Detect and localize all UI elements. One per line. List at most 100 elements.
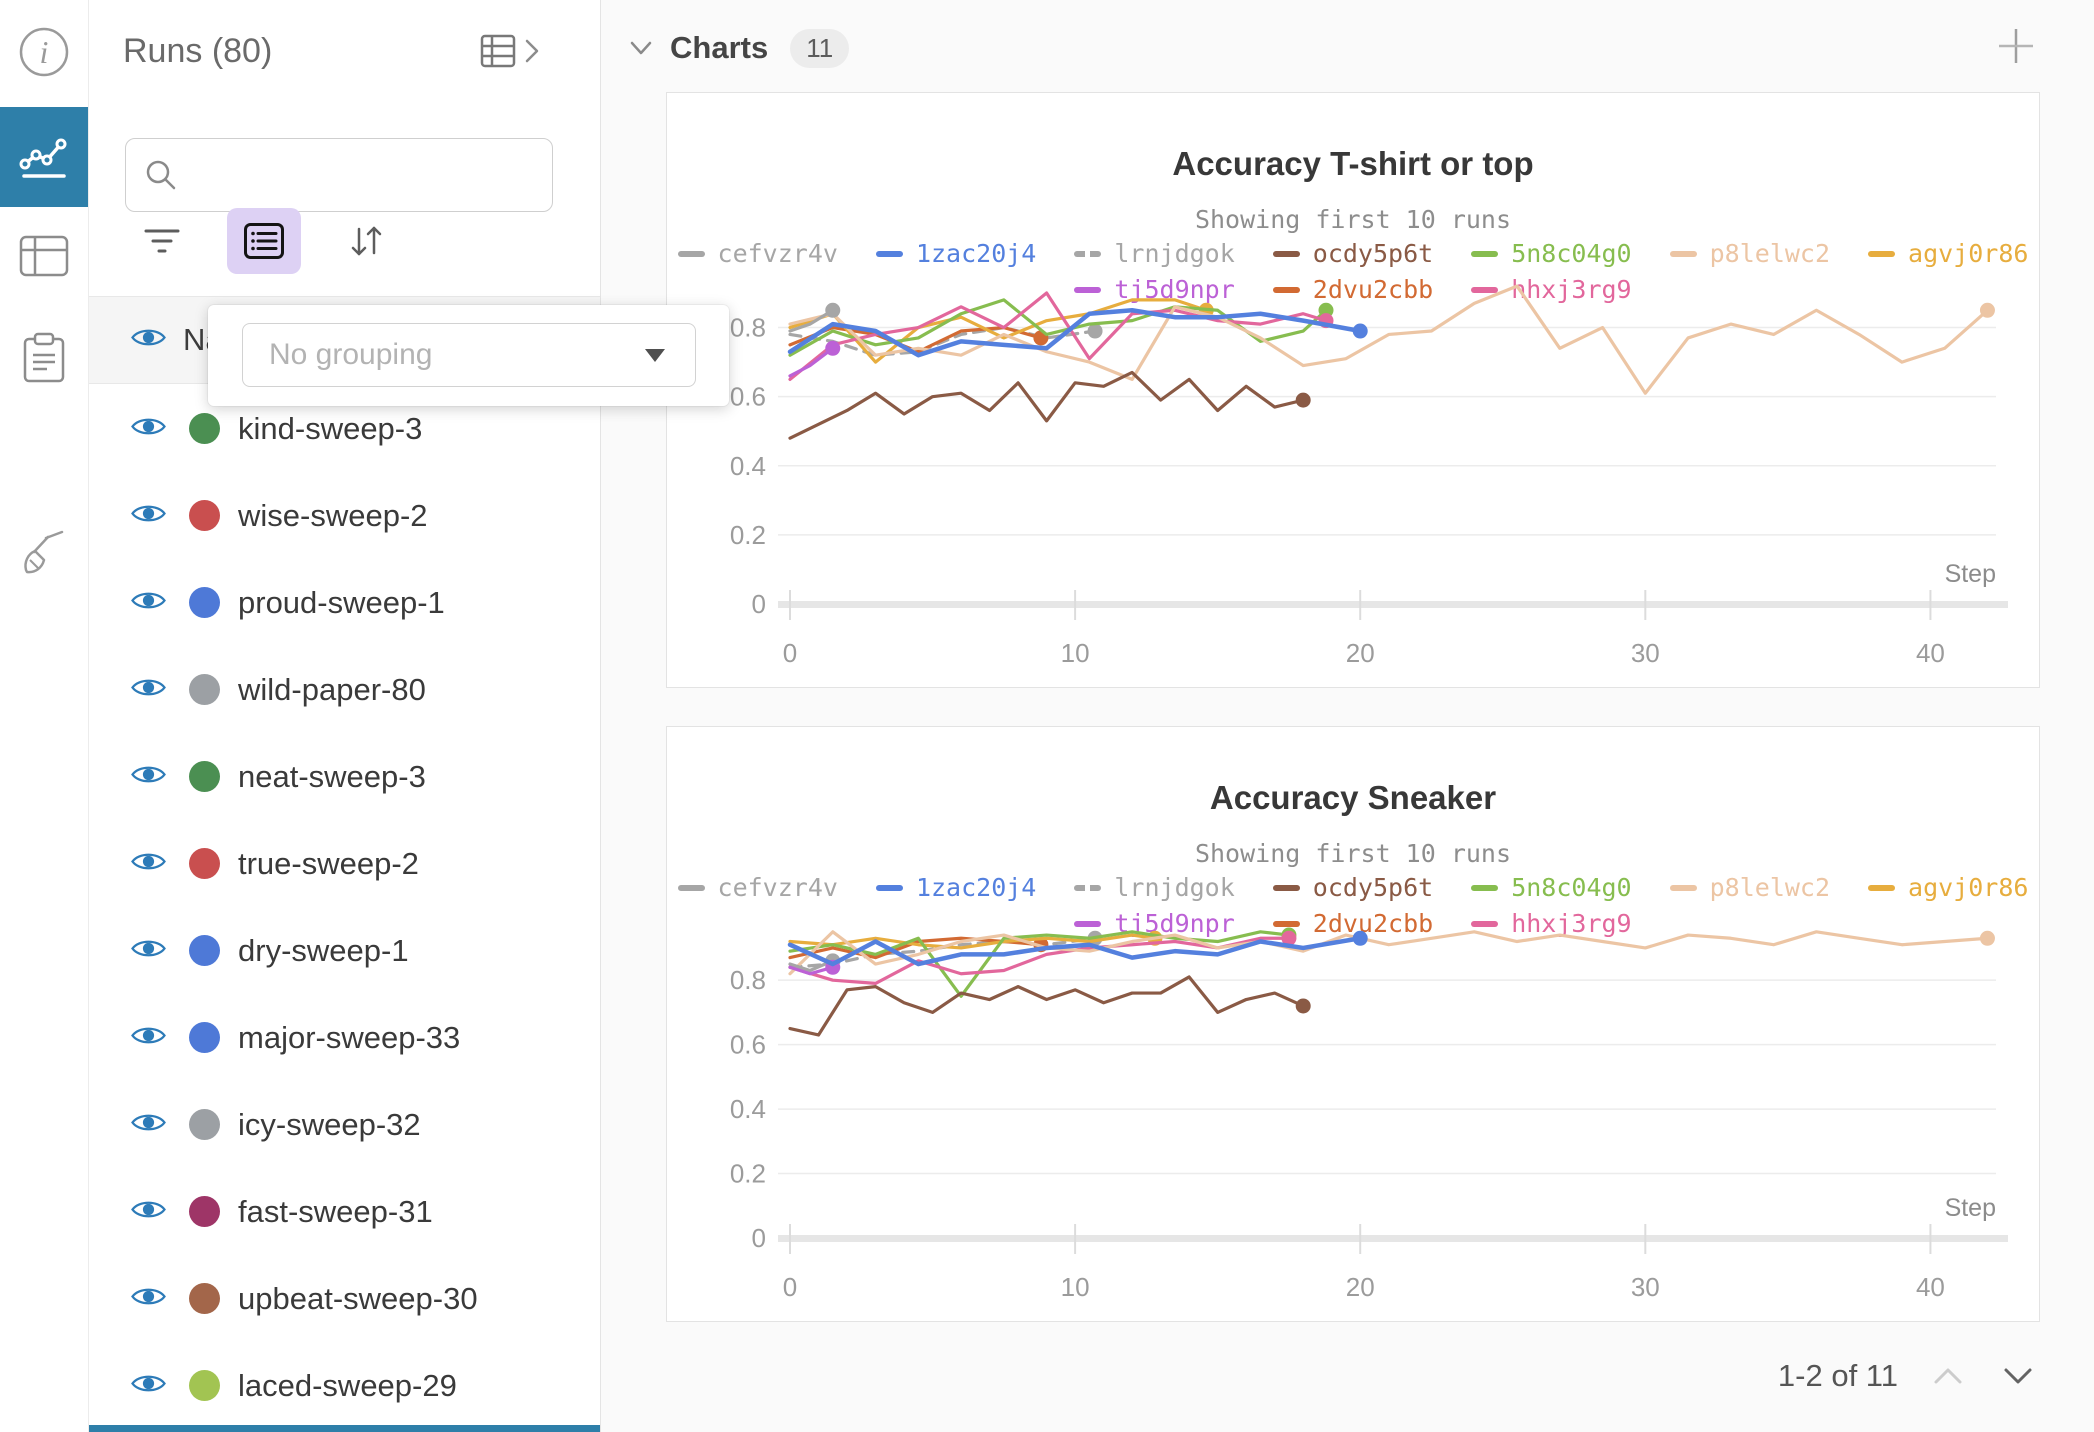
legend-item-ocdy5p6t[interactable]: ocdy5p6t <box>1272 873 1433 902</box>
visibility-toggle[interactable] <box>130 414 167 444</box>
series-endpoint-p8lelwc2 <box>1979 930 1995 946</box>
legend-item-agvj0r86[interactable]: agvj0r86 <box>1868 239 2028 268</box>
run-row-true-sweep-2[interactable]: true-sweep-2 <box>88 820 600 907</box>
legend-item-lrnjdgok[interactable]: lrnjdgok <box>1074 873 1235 902</box>
legend-item-hhxj3rg9[interactable]: hhxj3rg9 <box>1471 275 1632 304</box>
legend-item-2dvu2cbb[interactable]: 2dvu2cbb <box>1272 275 1433 304</box>
filter-button[interactable] <box>125 208 199 274</box>
legend-item-cefvzr4v[interactable]: cefvzr4v <box>677 239 838 268</box>
legend-item-5n8c04g0[interactable]: 5n8c04g0 <box>1471 873 1632 902</box>
run-name[interactable]: major-sweep-33 <box>238 1019 461 1055</box>
visibility-toggle[interactable] <box>130 501 167 531</box>
charts-section-title[interactable]: Charts <box>670 30 769 65</box>
run-search-input[interactable] <box>192 158 552 192</box>
run-name[interactable]: dry-sweep-1 <box>238 932 409 968</box>
run-name[interactable]: true-sweep-2 <box>238 845 419 881</box>
visibility-eye-icon <box>131 592 166 608</box>
legend-item-cefvzr4v[interactable]: cefvzr4v <box>677 873 838 902</box>
chart-plot-area[interactable]: 0 0.2 0.4 0.6 0.8 0 10 20 30 40 Step <box>667 727 2041 1323</box>
series-line-tj5d9npr[interactable] <box>788 346 835 378</box>
visibility-toggle[interactable] <box>130 762 167 792</box>
toggle-all-visibility-eye-icon[interactable] <box>130 325 167 355</box>
series-line-1zac20j4[interactable] <box>787 308 1363 358</box>
expand-run-table-button[interactable] <box>480 34 540 68</box>
run-row-dry-sweep-1[interactable]: dry-sweep-1 <box>88 907 600 994</box>
legend-item-2dvu2cbb[interactable]: 2dvu2cbb <box>1272 909 1433 938</box>
sidebar-scrollbar[interactable] <box>88 1425 600 1432</box>
legend-label: ocdy5p6t <box>1312 239 1434 268</box>
group-button[interactable] <box>227 208 301 274</box>
run-name[interactable]: neat-sweep-3 <box>238 758 426 794</box>
series-line-agvj0r86[interactable] <box>788 298 1208 364</box>
series-line-p8lelwc2[interactable] <box>788 930 1990 976</box>
run-row-laced-sweep-29[interactable]: laced-sweep-29 <box>88 1342 600 1424</box>
visibility-toggle[interactable] <box>130 1110 167 1140</box>
visibility-toggle[interactable] <box>130 675 167 705</box>
run-row-wild-paper-80[interactable]: wild-paper-80 <box>88 646 600 733</box>
collapse-chevron-icon[interactable] <box>626 37 656 59</box>
series-line-agvj0r86[interactable] <box>788 933 1157 950</box>
grouping-select[interactable]: No grouping <box>242 323 696 387</box>
run-name[interactable]: wise-sweep-2 <box>238 497 428 533</box>
workspace-charts-tab[interactable] <box>0 107 88 207</box>
run-row-neat-sweep-3[interactable]: neat-sweep-3 <box>88 733 600 820</box>
add-panel-button[interactable] <box>1994 24 2038 68</box>
chevron-down-icon <box>645 348 665 362</box>
chart-plot-area[interactable]: 0 0.2 0.4 0.6 0.8 0 10 20 30 40 Step <box>667 93 2041 689</box>
run-name[interactable]: wild-paper-80 <box>238 671 426 707</box>
legend-item-lrnjdgok[interactable]: lrnjdgok <box>1074 239 1235 268</box>
info-icon[interactable]: i <box>0 14 88 90</box>
series-line-5n8c04g0[interactable] <box>788 930 1291 998</box>
legend-item-p8lelwc2[interactable]: p8lelwc2 <box>1669 239 1830 268</box>
series-line-ocdy5p6t[interactable] <box>788 370 1305 440</box>
visibility-toggle[interactable] <box>130 936 167 966</box>
series-line-cefvzr4v[interactable] <box>788 308 835 333</box>
run-row-wise-sweep-2[interactable]: wise-sweep-2 <box>88 472 600 559</box>
run-name[interactable]: upbeat-sweep-30 <box>238 1280 478 1316</box>
sort-button[interactable] <box>329 208 403 274</box>
chart-panel[interactable]: Accuracy Sneaker Showing first 10 runs cef… <box>666 726 2040 1322</box>
run-search-box[interactable] <box>125 138 553 212</box>
run-name[interactable]: icy-sweep-32 <box>238 1106 421 1142</box>
run-row-fast-sweep-31[interactable]: fast-sweep-31 <box>88 1168 600 1255</box>
run-row-kind-sweep-3[interactable]: kind-sweep-3 <box>88 385 600 472</box>
run-row-icy-sweep-32[interactable]: icy-sweep-32 <box>88 1081 600 1168</box>
run-name[interactable]: fast-sweep-31 <box>238 1193 433 1229</box>
run-name[interactable]: kind-sweep-3 <box>238 410 423 446</box>
run-name[interactable]: laced-sweep-29 <box>238 1367 457 1403</box>
visibility-toggle[interactable] <box>130 1023 167 1053</box>
run-row-proud-sweep-1[interactable]: proud-sweep-1 <box>88 559 600 646</box>
previous-page-button[interactable] <box>1928 1356 1968 1396</box>
legend-label: 1zac20j4 <box>915 873 1037 902</box>
legend-item-1zac20j4[interactable]: 1zac20j4 <box>875 873 1037 902</box>
series-line-p8lelwc2[interactable] <box>788 284 1990 395</box>
legend-item-1zac20j4[interactable]: 1zac20j4 <box>875 239 1036 268</box>
notes-tab[interactable] <box>0 320 88 396</box>
series-line-1zac20j4[interactable] <box>787 936 1363 967</box>
series-endpoint-hhxj3rg9 <box>1281 930 1297 946</box>
run-color-dot <box>189 761 220 792</box>
run-row-major-sweep-33[interactable]: major-sweep-33 <box>88 994 600 1081</box>
series-line-tj5d9npr[interactable] <box>788 965 835 976</box>
table-tab[interactable] <box>0 218 88 294</box>
legend-item-hhxj3rg9[interactable]: hhxj3rg9 <box>1471 909 1632 938</box>
run-name[interactable]: proud-sweep-1 <box>238 584 445 620</box>
next-page-button[interactable] <box>1998 1356 2038 1396</box>
svg-text:0.8: 0.8 <box>730 313 766 343</box>
legend-item-agvj0r86[interactable]: agvj0r86 <box>1868 873 2028 902</box>
legend-item-p8lelwc2[interactable]: p8lelwc2 <box>1669 873 1830 902</box>
visibility-toggle[interactable] <box>130 849 167 879</box>
visibility-toggle[interactable] <box>130 1371 167 1401</box>
legend-item-ocdy5p6t[interactable]: ocdy5p6t <box>1272 239 1434 268</box>
series-line-ocdy5p6t[interactable] <box>788 975 1305 1037</box>
legend-item-tj5d9npr[interactable]: tj5d9npr <box>1074 909 1235 938</box>
visibility-toggle[interactable] <box>130 1197 167 1227</box>
chart-panel[interactable]: Accuracy T-shirt or top Showing first 10 … <box>666 92 2040 688</box>
visibility-toggle[interactable] <box>130 1284 167 1314</box>
legend-item-5n8c04g0[interactable]: 5n8c04g0 <box>1471 239 1632 268</box>
run-row-upbeat-sweep-30[interactable]: upbeat-sweep-30 <box>88 1255 600 1342</box>
series-line-cefvzr4v[interactable] <box>788 959 835 973</box>
visibility-toggle[interactable] <box>130 588 167 618</box>
x-axis-label: Step <box>1945 560 1996 588</box>
sweeps-tab[interactable] <box>0 518 88 594</box>
